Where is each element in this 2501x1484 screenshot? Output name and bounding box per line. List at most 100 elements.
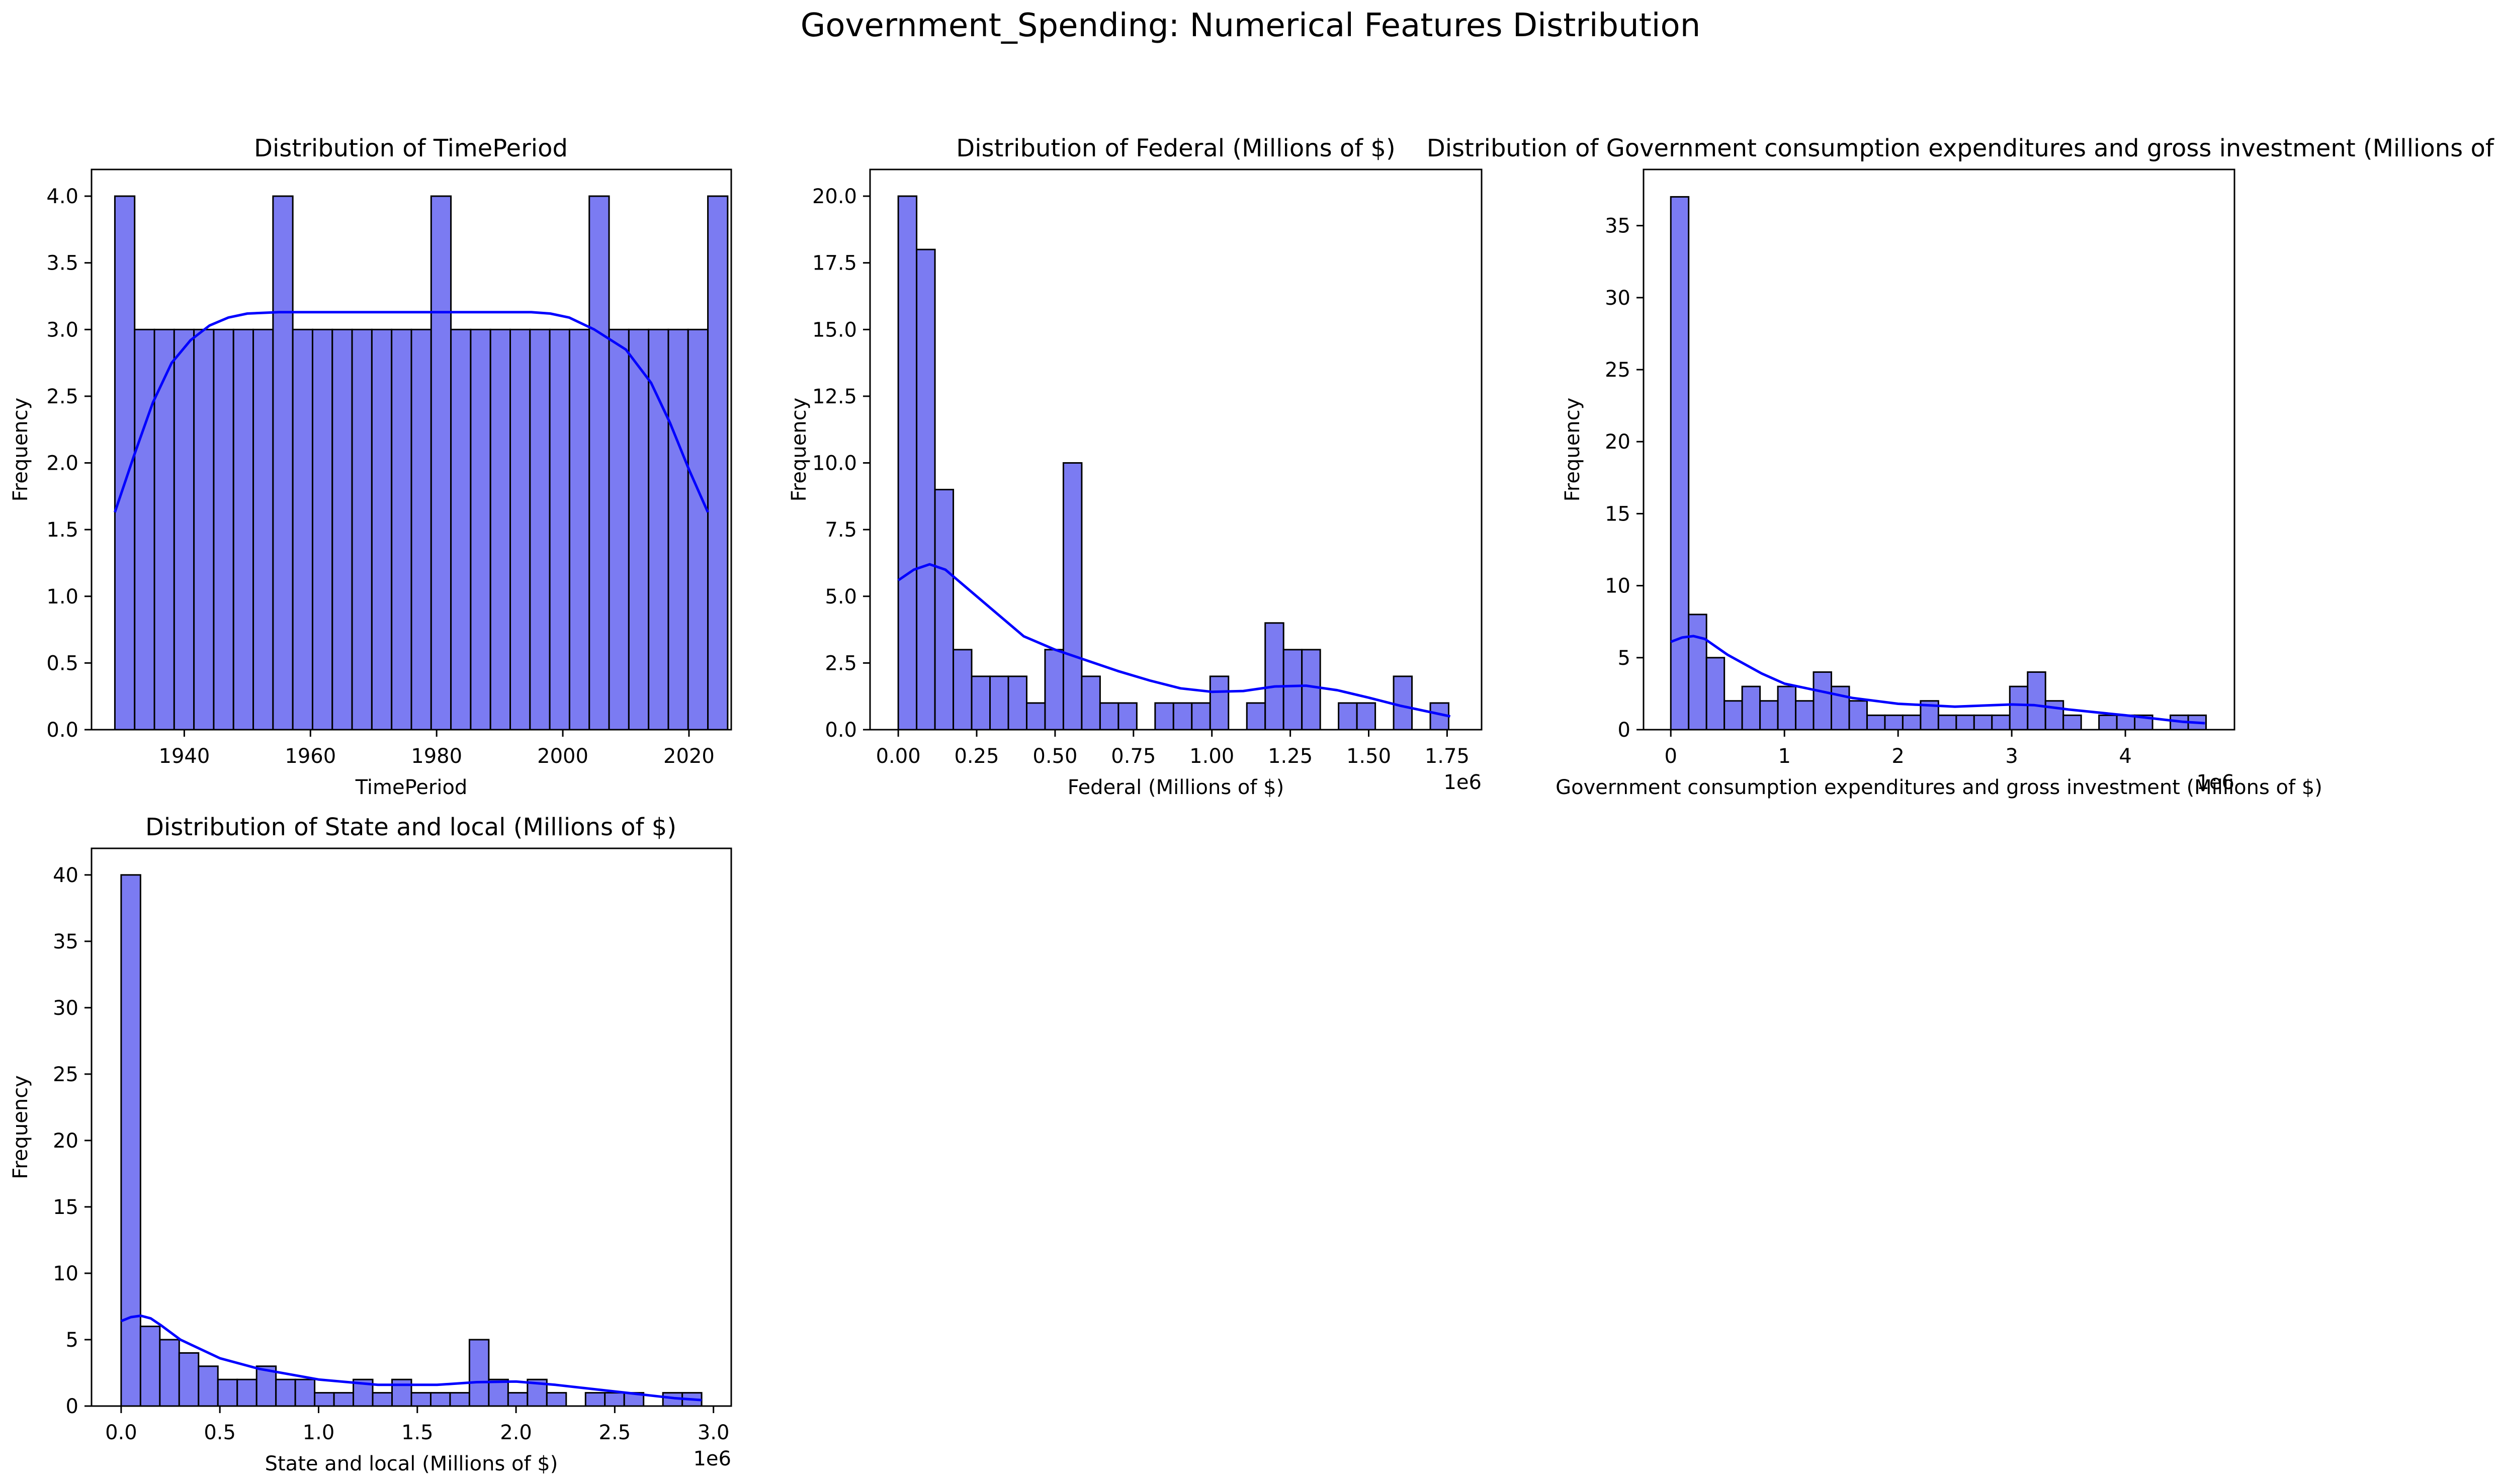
histogram-bar [134, 328, 155, 731]
x-tick-label: 0.5 [204, 1421, 236, 1444]
y-tick-label: 25 [1605, 359, 1630, 382]
histogram-bar [1777, 685, 1797, 731]
histogram-bar [916, 248, 936, 731]
histogram-bar [193, 328, 215, 731]
y-tick-label: 15.0 [812, 318, 857, 341]
histogram-bar [410, 328, 432, 731]
x-tick-label: 0.00 [876, 745, 921, 768]
x-tick-label: 1.75 [1425, 745, 1470, 768]
x-tick-label: 1.5 [401, 1421, 434, 1444]
histogram-bar [178, 1352, 200, 1407]
x-axis-label: TimePeriod [355, 776, 468, 799]
figure-title: Government_Spending: Numerical Features … [800, 7, 1701, 44]
histogram-bar [1723, 700, 1743, 731]
histogram-bar [391, 328, 412, 731]
x-tick-label: 3.0 [698, 1421, 730, 1444]
histogram-bar [1209, 675, 1230, 731]
x-tick-label: 1 [1778, 745, 1790, 768]
y-tick-label: 20 [53, 1129, 78, 1153]
x-tick-label: 1960 [285, 745, 336, 768]
kde-curve [1670, 635, 2205, 725]
histogram-bar [687, 328, 709, 731]
subplot-4: 0.0 0.5 1.0 1.5 2.0 2.5 3.0 0 5 10 15 20 25 30 35 40 Sta… [9, 813, 732, 1475]
x-tick-label: 2000 [537, 745, 588, 768]
kde-curve [114, 311, 709, 513]
x-tick-label: 0.75 [1111, 745, 1156, 768]
x-tick-label: 0.50 [1032, 745, 1077, 768]
histogram-bar [568, 328, 590, 731]
histogram-bar [311, 328, 333, 731]
histogram-bar [1813, 671, 1833, 731]
histogram-bar [1937, 714, 1957, 731]
y-tick-label: 0 [1618, 719, 1630, 742]
y-tick-label: 0.0 [825, 719, 857, 742]
histogram-bar [1356, 702, 1376, 731]
y-tick-label: 35 [1605, 215, 1630, 238]
x-offset-label: 1e6 [1443, 771, 1482, 794]
y-tick-label: 1.0 [46, 585, 78, 608]
histogram-bar [159, 1339, 180, 1407]
histogram-bar [529, 328, 551, 731]
histogram-bar [1670, 196, 1690, 731]
y-tick-label: 12.5 [812, 385, 857, 408]
x-tick-label: 1940 [159, 745, 210, 768]
histogram-bar [604, 1392, 625, 1407]
x-tick-label: 0.25 [954, 745, 999, 768]
y-tick-label: 3.0 [46, 318, 78, 341]
histogram-bar [153, 328, 175, 731]
histogram-bar [1884, 714, 1904, 731]
histogram-bar [1264, 622, 1284, 731]
subplot-3: 0 1 2 3 4 0 5 10 15 20 25 30 35 Government consumptio… [1427, 134, 2501, 799]
y-tick-label: 30 [53, 997, 78, 1020]
histogram-bar [2098, 714, 2118, 731]
x-tick-label: 2.5 [599, 1421, 631, 1444]
histogram-bars [897, 195, 1450, 731]
x-tick-label: 3 [2005, 745, 2018, 768]
histogram-bar [1099, 702, 1119, 731]
x-tick-label: 1.00 [1189, 745, 1234, 768]
kde-curve [120, 1314, 702, 1402]
histogram-bar [989, 675, 1009, 731]
y-tick-label: 15 [1605, 502, 1630, 526]
histogram-bar [1795, 700, 1815, 731]
histogram-bar [1393, 675, 1413, 731]
x-tick-label: 1.0 [303, 1421, 335, 1444]
y-tick-label: 20.0 [812, 185, 857, 208]
y-tick-label: 10 [1605, 575, 1630, 598]
y-tick-label: 5.0 [825, 585, 857, 608]
histogram-bar [1007, 675, 1027, 731]
histogram-bar [1154, 702, 1174, 731]
y-tick-label: 25 [53, 1063, 78, 1086]
y-tick-label: 1.5 [46, 518, 78, 542]
histogram-bar [546, 1392, 567, 1407]
histogram-bar [470, 328, 491, 731]
y-axis-label: Frequency [9, 398, 32, 502]
histogram-bar [120, 874, 141, 1407]
histogram-bar [1741, 685, 1761, 731]
y-tick-label: 2.5 [46, 385, 78, 408]
y-tick-label: 40 [53, 864, 78, 887]
x-axis-label: Federal (Millions of $) [1068, 776, 1284, 799]
subplot-2: 0.00 0.25 0.50 0.75 1.00 1.25 1.50 1.75 0.0 2.5 5.… [788, 134, 1483, 799]
histogram-bar [1025, 702, 1046, 731]
plot-frame [91, 847, 732, 1407]
histogram-bar [430, 195, 452, 731]
histogram-bar [333, 1392, 355, 1407]
histogram-bar [275, 1378, 296, 1407]
x-tick-label: 0.0 [105, 1421, 137, 1444]
histogram-bar [372, 1392, 393, 1407]
histogram-bar [2044, 700, 2064, 731]
histogram-bar [252, 328, 274, 731]
y-tick-label: 0 [66, 1395, 78, 1418]
histogram-bar [213, 328, 234, 731]
histogram-bar [1759, 700, 1779, 731]
histogram-bar [272, 195, 294, 731]
subplot-title: Distribution of State and local (Million… [145, 813, 676, 841]
x-offset-label: 1e6 [693, 1447, 731, 1470]
histogram-bar [1902, 714, 1922, 731]
histogram-bar [1081, 675, 1101, 731]
histogram-bars [1670, 196, 2207, 731]
y-tick-label: 7.5 [825, 518, 857, 542]
histogram-bar [391, 1378, 412, 1407]
